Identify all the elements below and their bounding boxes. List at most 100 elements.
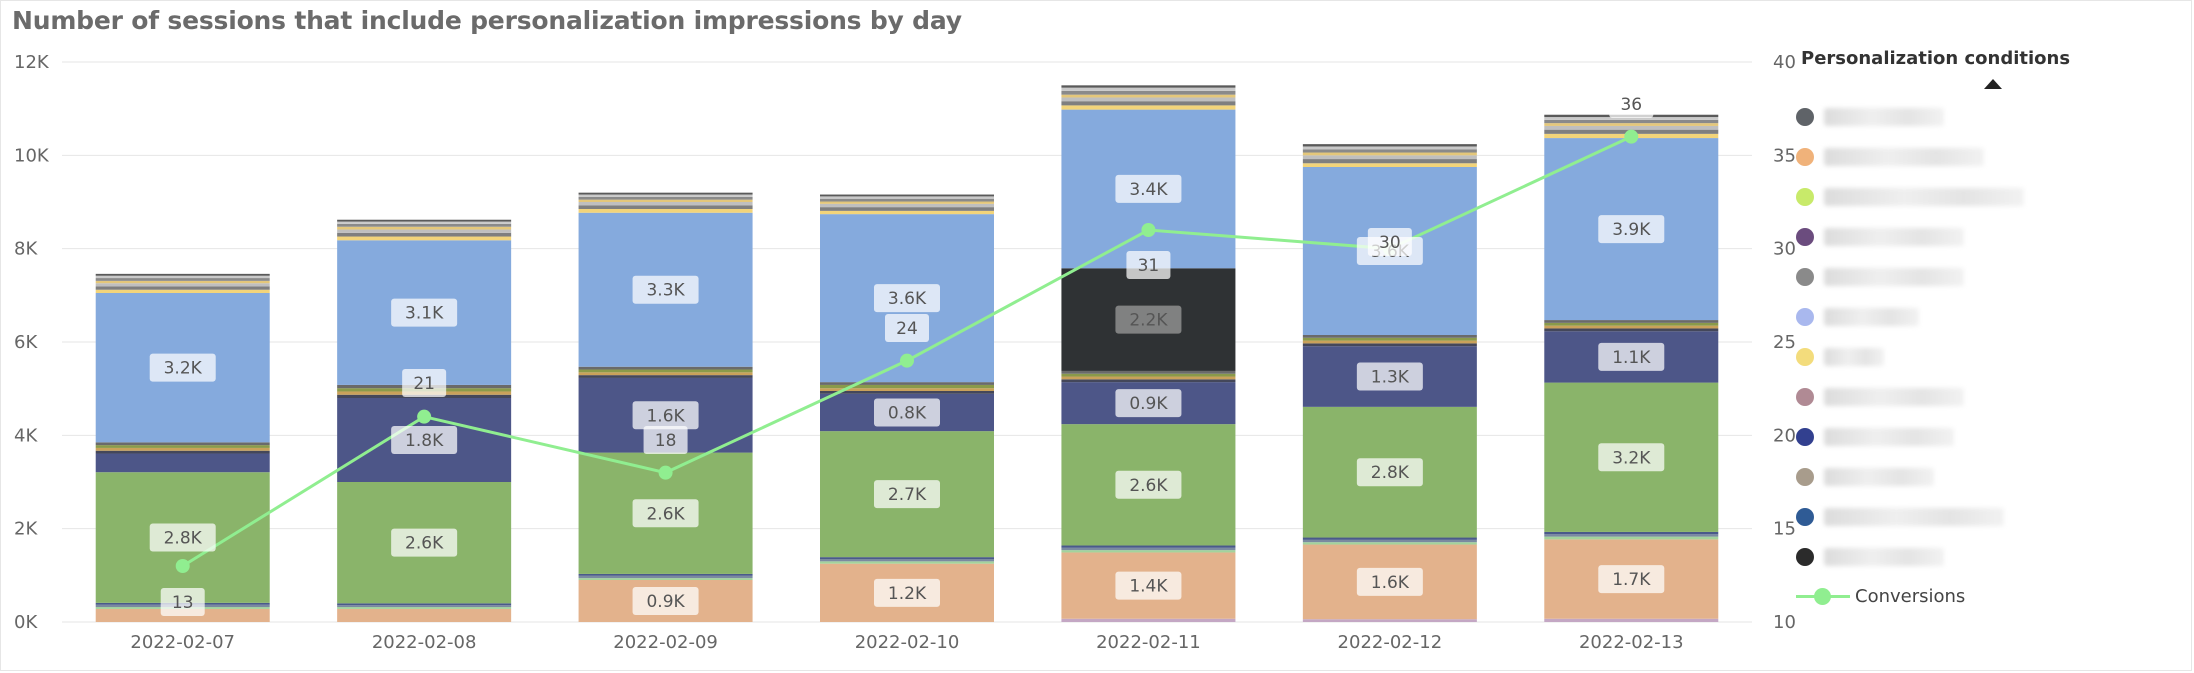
- data-label-bg: [160, 588, 205, 616]
- x-tick-label: 2022-02-12: [1338, 632, 1443, 653]
- bar-segment: [578, 578, 753, 580]
- bar-segment: [1302, 537, 1477, 540]
- data-label-bg: [1356, 362, 1423, 391]
- bar-segment: [820, 203, 994, 208]
- data-label-bg: [1598, 215, 1665, 244]
- y-tick-label-right: 10: [1773, 612, 1796, 633]
- legend-dot-icon: [1796, 148, 1814, 166]
- data-label: 2.7K: [888, 485, 927, 505]
- bar-segment: [1544, 320, 1719, 323]
- bar-segment: [337, 221, 512, 224]
- bar-segment: [820, 384, 994, 389]
- bar-segment: [337, 223, 512, 227]
- y-tick-label-left: 0K: [14, 612, 38, 633]
- data-labels: 2.8K 3.2K 2.6K 1.8K 3.1K 0.9K 2.6K 1.6K 3.3K 1.2K…: [149, 90, 1665, 616]
- data-label-bg: [1115, 571, 1182, 600]
- bar-segment: [95, 442, 270, 446]
- legend-line-label[interactable]: Conversions: [1855, 586, 1966, 607]
- bar-segment: [820, 391, 994, 394]
- data-label-bg: [391, 426, 458, 454]
- y-tick-label-right: 40: [1773, 52, 1796, 73]
- bar-segment: [337, 219, 512, 222]
- data-label: 1.4K: [1129, 577, 1168, 597]
- data-label-bg: [1126, 251, 1171, 279]
- data-label-bg: [1598, 565, 1665, 594]
- data-label-bg: [1115, 470, 1182, 499]
- bar-segment: [578, 573, 753, 576]
- legend-line-icon: [1796, 585, 1850, 607]
- data-label: 2.8K: [1371, 463, 1410, 483]
- data-label-bg: [632, 587, 699, 615]
- data-label: 3.4K: [1129, 180, 1168, 200]
- bar-segment: [578, 192, 753, 195]
- bar-segment: [820, 561, 994, 564]
- bar-segment: [1302, 163, 1477, 167]
- x-tick-label: 2022-02-11: [1096, 632, 1201, 653]
- bar-segment: [337, 236, 512, 241]
- bar-segment: [578, 369, 753, 373]
- data-label-bg: [391, 298, 458, 327]
- legend-label-redacted: [1824, 188, 2024, 206]
- conversions-point: [417, 409, 432, 424]
- x-tick-label: 2022-02-08: [372, 632, 477, 653]
- bar-segment: [1061, 90, 1236, 95]
- data-label-bg: [1115, 305, 1182, 334]
- y-axis-left: 0K 2K 4K 6K 8K 10K 12K: [14, 52, 50, 633]
- bar-segment: [337, 608, 512, 622]
- legend-label-redacted: [1824, 348, 1884, 366]
- data-label-bg: [885, 314, 929, 342]
- legend-label-redacted: [1824, 108, 1944, 126]
- y-tick-label-right: 15: [1773, 519, 1796, 540]
- data-label: 1.8K: [405, 431, 444, 451]
- y-tick-label-right: 25: [1773, 332, 1796, 353]
- legend-dot-icon: [1796, 548, 1814, 566]
- y-tick-label-right: 20: [1773, 425, 1796, 446]
- bar-segment: [820, 559, 994, 562]
- bar-segment: [1302, 146, 1477, 150]
- bar-segment: [95, 275, 270, 279]
- bar-segment: [1061, 547, 1236, 551]
- data-label: 0.9K: [646, 592, 685, 612]
- bar-segment: [337, 603, 512, 606]
- bar-segment: [820, 557, 994, 559]
- bar-segment: [95, 289, 270, 293]
- bar-segment: [1061, 370, 1236, 374]
- data-label-bg: [1609, 90, 1654, 118]
- legend-dot-icon: [1796, 508, 1814, 526]
- bar-segment: [1302, 335, 1477, 338]
- bar-segment: [578, 205, 753, 209]
- conversions-point: [900, 353, 914, 368]
- legend-dot-icon: [1796, 268, 1814, 286]
- y-tick-label-left: 4K: [14, 425, 38, 446]
- data-label-bg: [1115, 389, 1182, 418]
- bar-segment: [337, 605, 512, 608]
- conversions-point: [658, 465, 673, 480]
- bar-segment: [820, 388, 994, 391]
- bar-segment: [1544, 123, 1719, 126]
- bar-segment: [578, 196, 753, 200]
- bar-segment: [337, 229, 512, 233]
- bar-segment: [1061, 618, 1236, 622]
- legend-title: Personalization conditions: [1801, 48, 2071, 69]
- data-label-bg: [391, 528, 458, 557]
- bar-segment: [1302, 539, 1477, 543]
- legend-dot-icon: [1796, 428, 1814, 446]
- legend-dot-icon: [1796, 228, 1814, 246]
- bar-segment: [95, 450, 270, 454]
- legend-scroll-up-icon[interactable]: [1984, 79, 2002, 89]
- chart-title: Number of sessions that include personal…: [12, 6, 962, 35]
- legend-dot-icon: [1796, 188, 1814, 206]
- data-label: 3.6K: [888, 289, 927, 309]
- x-tick-label: 2022-02-07: [130, 632, 235, 653]
- data-label: 30: [1379, 233, 1401, 253]
- bar-segment: [1302, 149, 1477, 153]
- bar-segment: [1061, 97, 1236, 102]
- bar-segment: [1061, 379, 1236, 383]
- legend-label-redacted: [1824, 508, 2004, 526]
- data-label-bg: [874, 578, 940, 607]
- legend-label-redacted: [1824, 388, 1964, 406]
- bar-segment: [1302, 619, 1477, 622]
- data-label-bg: [1367, 228, 1412, 256]
- data-label-bg: [1356, 567, 1423, 596]
